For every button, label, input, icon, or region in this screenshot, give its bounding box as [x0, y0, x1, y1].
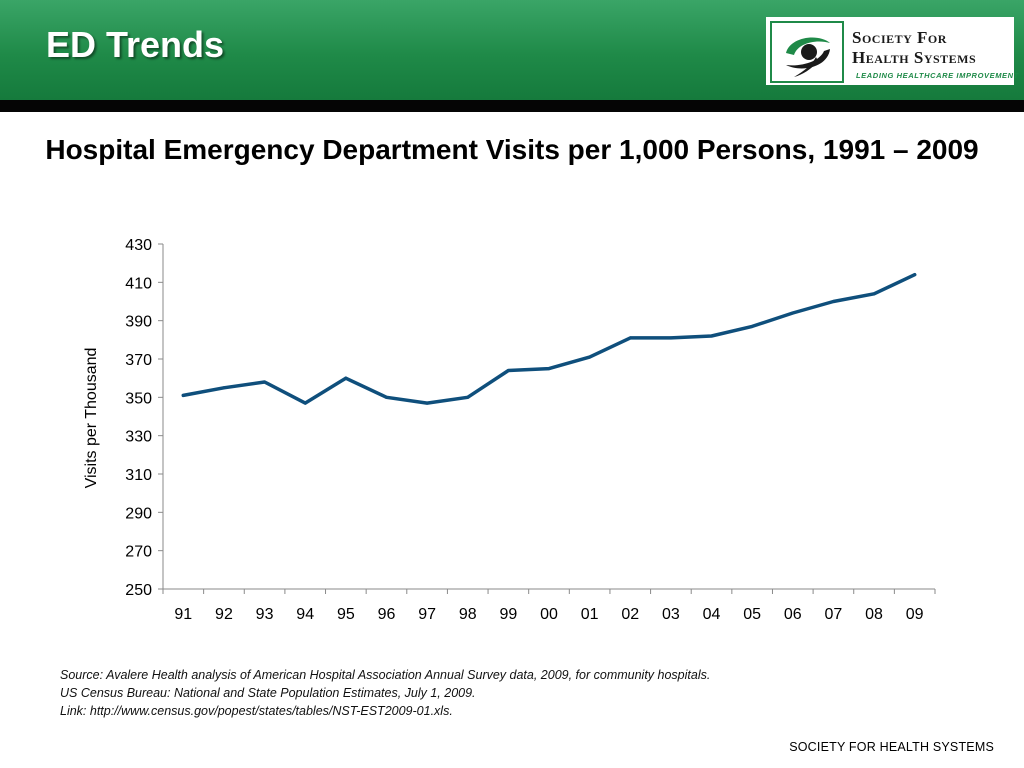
x-tick-label: 09: [906, 606, 924, 623]
y-tick-label: 370: [125, 352, 152, 369]
y-tick-label: 290: [125, 505, 152, 522]
logo: Society For Health Systems LEADING HEALT…: [766, 17, 1018, 85]
data-point: [506, 369, 510, 372]
data-point: [344, 376, 348, 380]
header-band: ED Trends Society For Health Systems LEA…: [0, 0, 1024, 100]
series-line: [181, 272, 917, 405]
data-point: [547, 367, 551, 371]
data-point: [384, 395, 388, 399]
header-divider: [0, 100, 1024, 112]
footer-text: SOCIETY FOR HEALTH SYSTEMS: [789, 740, 994, 754]
data-point: [750, 324, 754, 328]
x-tick-label: 04: [703, 606, 721, 623]
x-tick-label: 03: [662, 606, 680, 623]
data-point: [831, 300, 835, 303]
x-tick-label: 07: [825, 606, 843, 623]
x-tick-label: 93: [256, 606, 274, 623]
x-tick-label: 96: [378, 606, 396, 623]
y-tick-label: 270: [125, 544, 152, 561]
y-axis: 250 270 290 310 330 350 370 390 410 430: [125, 237, 164, 599]
x-tick-label: 06: [784, 606, 802, 623]
data-point: [669, 336, 673, 340]
data-point: [425, 401, 429, 405]
x-tick-label: 92: [215, 606, 233, 623]
series-layer: [181, 272, 917, 405]
y-tick-label: 390: [125, 314, 152, 331]
x-tick-label: 08: [865, 606, 883, 623]
source-note: Source: Avalere Health analysis of Ameri…: [60, 666, 710, 720]
x-tick-label: 00: [540, 606, 558, 623]
data-point: [181, 393, 185, 397]
y-tick-label: 310: [125, 467, 152, 484]
x-tick-label: 05: [743, 606, 761, 623]
data-point: [710, 334, 714, 338]
x-tick-label: 01: [581, 606, 599, 623]
y-tick-label: 410: [125, 275, 152, 292]
y-tick-label: 250: [125, 582, 152, 599]
logo-line-1: Society For: [852, 28, 947, 47]
chart-title: Hospital Emergency Department Visits per…: [45, 134, 979, 165]
x-axis: 91 92 93 94 95 96 97 98 99 00 01 02 03 04 05 06 07 08 09: [162, 588, 936, 623]
data-point: [303, 401, 307, 405]
x-tick-label: 94: [296, 606, 314, 623]
x-tick-label: 02: [621, 606, 639, 623]
y-axis-label: Visits per Thousand: [83, 348, 100, 489]
data-point: [872, 292, 876, 296]
source-line-2: US Census Bureau: National and State Pop…: [60, 686, 476, 700]
x-tick-label: 98: [459, 606, 477, 623]
y-tick-label: 430: [125, 237, 152, 254]
x-tick-label: 95: [337, 606, 355, 623]
slide-title: ED Trends: [46, 24, 225, 65]
swoosh-icon: [770, 21, 844, 83]
data-point: [628, 336, 632, 340]
logo-line-2: Health Systems: [852, 48, 977, 67]
data-point: [263, 380, 267, 384]
x-tick-label: 99: [499, 606, 517, 623]
data-point: [913, 273, 917, 277]
x-tick-label: 91: [174, 606, 192, 623]
x-tick-label: 97: [418, 606, 436, 623]
y-tick-label: 350: [125, 390, 152, 407]
logo-tagline: LEADING HEALTHCARE IMPROVEMENT: [856, 71, 1019, 80]
y-tick-label: 330: [125, 429, 152, 446]
data-point: [222, 386, 226, 390]
data-point: [791, 311, 795, 315]
source-line-1: Source: Avalere Health analysis of Ameri…: [60, 668, 711, 682]
data-point: [466, 395, 470, 399]
source-line-3: Link: http://www.census.gov/popest/state…: [60, 704, 453, 718]
data-point: [588, 355, 592, 359]
